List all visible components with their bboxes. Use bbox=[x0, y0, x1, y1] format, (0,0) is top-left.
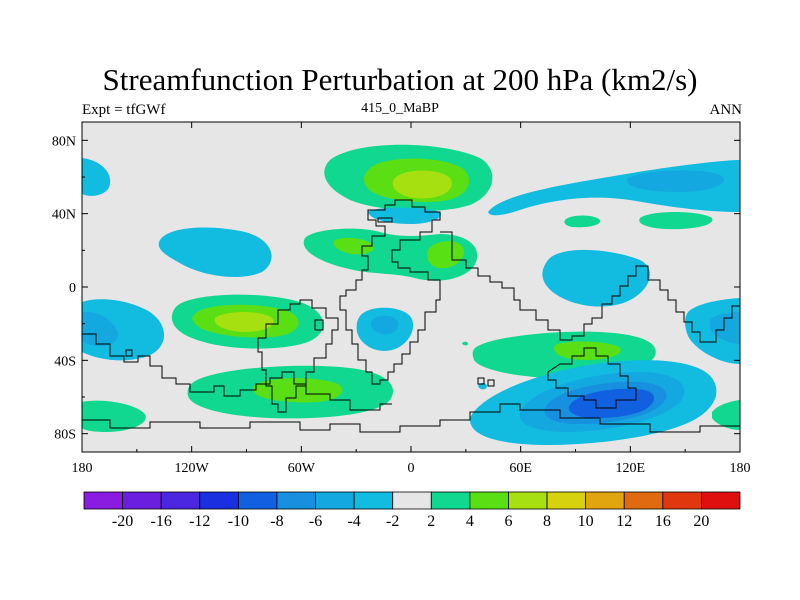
coastline-australia bbox=[547, 347, 637, 409]
x-tick-label: 60W bbox=[288, 461, 316, 476]
positive-anomaly-south-pacific-peak bbox=[214, 312, 274, 332]
positive-anomaly-se-pacific bbox=[82, 400, 146, 432]
case-label: 415_0_MaBP bbox=[361, 101, 439, 116]
negative-anomaly-south-atlantic-core bbox=[370, 315, 399, 335]
colorbar-swatch bbox=[237, 491, 278, 510]
coastline-south-america bbox=[314, 319, 324, 331]
colorbar-swatch bbox=[430, 491, 471, 510]
colorbar-level-label: 20 bbox=[693, 513, 709, 530]
season-label: ANN bbox=[709, 102, 743, 118]
colorbar-swatch bbox=[585, 491, 625, 510]
y-tick-label: 40S bbox=[54, 354, 76, 369]
x-tick-label: 120E bbox=[616, 461, 646, 476]
y-tick-label: 80S bbox=[54, 428, 76, 443]
colorbar: -20 -16 -12 -10 -8 -6 -4 -2 2 4 6 8 10 12 16 20 bbox=[83, 491, 741, 530]
chart-title: Streamfunction Perturbation at 200 hPa (… bbox=[102, 62, 698, 97]
positive-anomaly-central-asia bbox=[564, 215, 601, 228]
x-tick-label: 0 bbox=[408, 461, 415, 476]
negative-anomaly-north-pacific bbox=[158, 227, 272, 277]
colorbar-level-label: -16 bbox=[151, 513, 172, 530]
y-tick-label: 0 bbox=[69, 281, 76, 296]
colorbar-level-label: 16 bbox=[655, 513, 671, 530]
x-tick-label: 60E bbox=[509, 461, 532, 476]
colorbar-level-label: 2 bbox=[427, 513, 435, 530]
coastline-small-islands bbox=[125, 349, 495, 387]
x-tick-label: 180 bbox=[730, 461, 751, 476]
x-tick-label: 120W bbox=[175, 461, 210, 476]
positive-anomaly-south-indian-core bbox=[554, 341, 621, 360]
negative-anomaly-ne-asia-core bbox=[627, 170, 724, 192]
coastline-antarctica bbox=[82, 403, 740, 433]
y-axis: 80N 40N 0 40S 80S bbox=[52, 134, 740, 443]
positive-anomaly-far-southeast bbox=[712, 400, 740, 430]
colorbar-swatch bbox=[276, 491, 316, 510]
positive-anomaly-eurasia-core bbox=[333, 237, 374, 255]
coastline-americas-west bbox=[82, 333, 392, 411]
negative-anomaly-south-asia bbox=[542, 249, 650, 307]
contour-fields bbox=[82, 144, 740, 445]
coastline-north-atlantic-island bbox=[377, 217, 393, 223]
colorbar-level-label: -8 bbox=[270, 513, 283, 530]
colorbar-level-label: -20 bbox=[112, 513, 133, 530]
colorbar-level-label: 8 bbox=[543, 513, 551, 530]
negative-anomaly-east-pacific-core bbox=[709, 312, 740, 344]
colorbar-swatch bbox=[508, 491, 548, 510]
colorbar-level-label: 10 bbox=[578, 513, 594, 530]
positive-anomaly-eurasia-core-2 bbox=[427, 241, 465, 269]
colorbar-level-label: 12 bbox=[616, 513, 632, 530]
colorbar-swatch bbox=[623, 491, 664, 510]
coastline-africa bbox=[339, 199, 441, 385]
y-tick-label: 80N bbox=[52, 134, 76, 149]
colorbar-swatch bbox=[662, 491, 702, 510]
colorbar-level-label: 6 bbox=[504, 513, 512, 530]
colorbar-swatch bbox=[160, 491, 201, 510]
colorbar-level-label: -10 bbox=[228, 513, 249, 530]
colorbar-swatch bbox=[546, 491, 587, 510]
colorbar-level-label: 4 bbox=[466, 513, 474, 530]
colorbar-level-label: -6 bbox=[309, 513, 322, 530]
negative-anomaly-europe bbox=[368, 207, 441, 224]
colorbar-swatch bbox=[199, 491, 239, 510]
coastline-south-america-main bbox=[257, 299, 339, 413]
negative-anomaly-small-2 bbox=[462, 341, 468, 346]
y-tick-label: 40N bbox=[52, 208, 76, 223]
colorbar-swatch bbox=[392, 491, 432, 510]
colorbar-swatch bbox=[122, 491, 162, 510]
colorbar-level-label: -4 bbox=[347, 513, 360, 530]
negative-anomaly-nw-pacific bbox=[82, 158, 111, 196]
coastline-asia bbox=[440, 231, 740, 343]
colorbar-swatch bbox=[353, 491, 394, 510]
colorbar-level-label: -12 bbox=[189, 513, 210, 530]
colorbar-level-label: -2 bbox=[386, 513, 399, 530]
positive-anomaly-north-atlantic-peak bbox=[392, 170, 452, 199]
experiment-label: Expt = tfGWf bbox=[82, 102, 166, 118]
positive-anomaly-southern-ocean-core bbox=[252, 378, 343, 403]
negative-anomaly-southern-indian-ocean-core bbox=[568, 388, 655, 419]
negative-anomaly-small-1 bbox=[478, 383, 487, 390]
x-tick-label: 180 bbox=[72, 461, 93, 476]
colorbar-swatch bbox=[315, 491, 355, 510]
colorbar-swatch bbox=[701, 491, 741, 510]
coastlines bbox=[82, 199, 740, 433]
colorbar-swatch bbox=[83, 491, 123, 510]
colorbar-swatch bbox=[469, 491, 509, 510]
x-axis: 180 120W 60W 0 60E 120E 180 bbox=[72, 122, 751, 476]
negative-anomaly-south-pacific-west-core bbox=[82, 311, 119, 347]
positive-anomaly-west-pacific bbox=[639, 212, 713, 230]
